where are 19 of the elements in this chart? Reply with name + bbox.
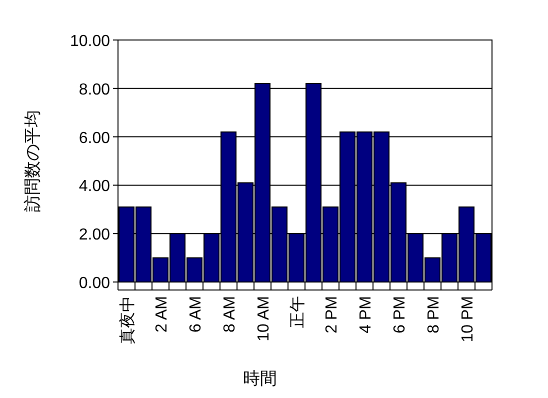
y-tick-label: 10.00	[70, 33, 110, 50]
y-tick-label: 6.00	[78, 130, 110, 147]
y-tick-label: 2.00	[78, 226, 110, 244]
x-tick-label: 6 PM	[392, 296, 408, 334]
x-tick-label: 8 PM	[426, 296, 442, 334]
x-tick-label: 6 AM	[188, 296, 204, 332]
x-tick-label: 10 PM	[460, 296, 476, 342]
x-tick-label: 正午	[290, 296, 306, 328]
x-tick-label: 2 AM	[154, 296, 170, 332]
x-axis-title: 時間	[243, 369, 277, 388]
x-tick-label: 8 AM	[222, 296, 238, 332]
y-axis-title: 訪問数の平均	[23, 110, 42, 212]
x-tick-label: 2 PM	[324, 296, 340, 334]
x-tick-label: 真夜中	[118, 296, 136, 344]
x-tick-label: 10 AM	[256, 296, 272, 342]
x-tick-label: 4 PM	[358, 296, 374, 334]
y-tick-label: 0.00	[78, 275, 110, 292]
y-tick-label: 4.00	[78, 178, 110, 196]
y-tick-label: 8.00	[78, 81, 110, 98]
